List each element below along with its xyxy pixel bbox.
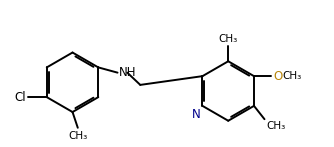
Text: Cl: Cl xyxy=(14,91,26,104)
Text: CH₃: CH₃ xyxy=(68,131,88,141)
Text: CH₃: CH₃ xyxy=(266,121,286,131)
Text: NH: NH xyxy=(119,66,137,79)
Text: N: N xyxy=(192,108,201,121)
Text: CH₃: CH₃ xyxy=(219,34,238,44)
Text: CH₃: CH₃ xyxy=(283,71,302,81)
Text: O: O xyxy=(273,70,283,83)
